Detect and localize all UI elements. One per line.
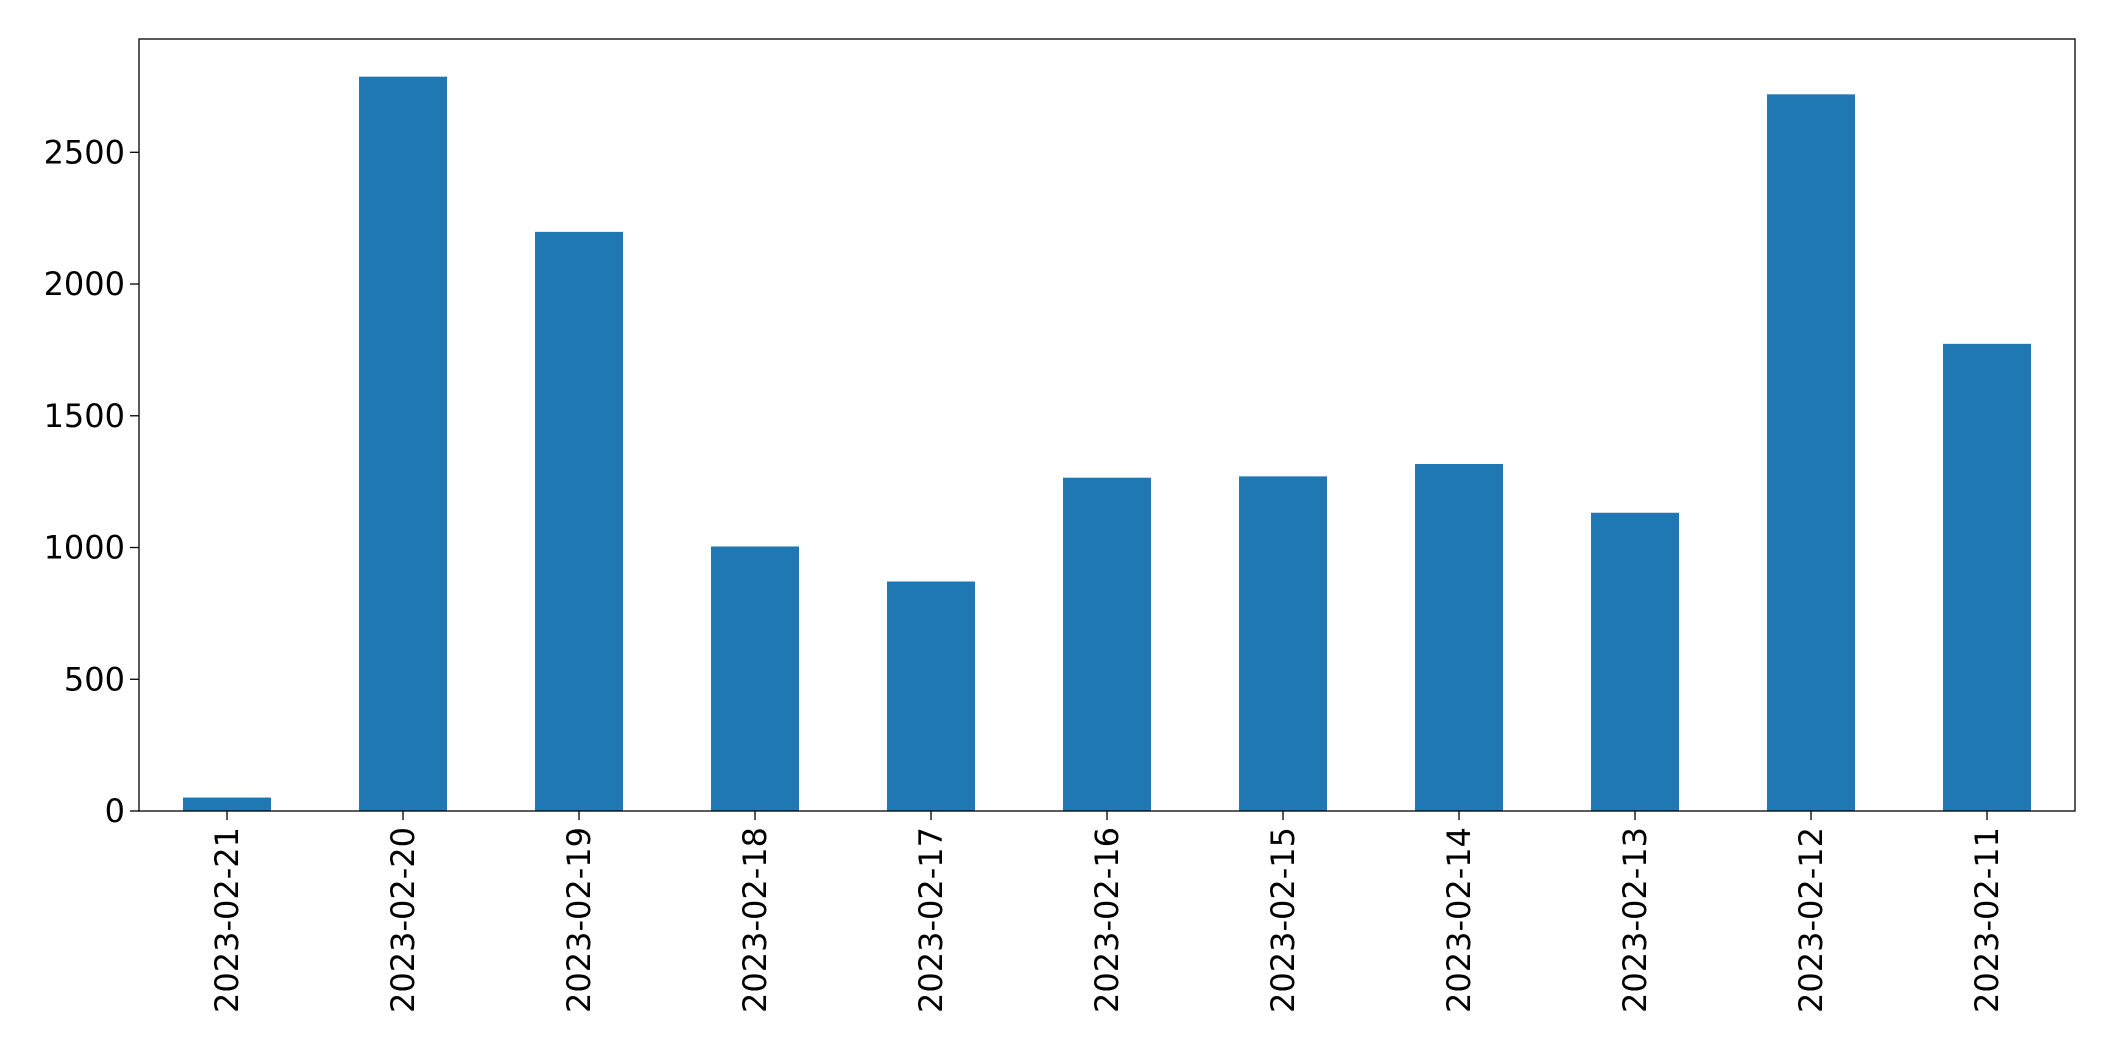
x-tick-label: 2023-02-11 [1968, 827, 2006, 1013]
x-tick-label: 2023-02-12 [1792, 827, 1830, 1013]
plot-frame [138, 38, 2076, 812]
x-tick-label: 2023-02-16 [1088, 827, 1126, 1013]
bar [535, 231, 623, 811]
y-tick-label: 2500 [44, 133, 125, 171]
x-tick-label: 2023-02-19 [560, 827, 598, 1013]
bar [1943, 343, 2031, 811]
x-tick-label: 2023-02-17 [912, 827, 950, 1013]
x-tick-label: 2023-02-13 [1616, 827, 1654, 1013]
x-tick-label: 2023-02-18 [736, 827, 774, 1013]
bar [1063, 477, 1151, 811]
bar [359, 76, 447, 812]
y-tick-label: 0 [105, 792, 125, 830]
bar [887, 581, 975, 811]
bar [1415, 463, 1503, 811]
y-tick-label: 1500 [44, 397, 125, 435]
y-tick-label: 2000 [44, 265, 125, 303]
bar [711, 546, 799, 811]
y-tick-label: 500 [64, 660, 125, 698]
bar [1767, 94, 1855, 811]
x-tick-label: 2023-02-21 [208, 827, 246, 1013]
y-tick-label: 1000 [44, 529, 125, 567]
bar [1239, 476, 1327, 811]
bar [183, 797, 271, 811]
bar [1591, 512, 1679, 811]
x-tick-label: 2023-02-20 [384, 827, 422, 1013]
x-tick-label: 2023-02-14 [1440, 827, 1478, 1013]
x-tick-label: 2023-02-15 [1264, 827, 1302, 1013]
